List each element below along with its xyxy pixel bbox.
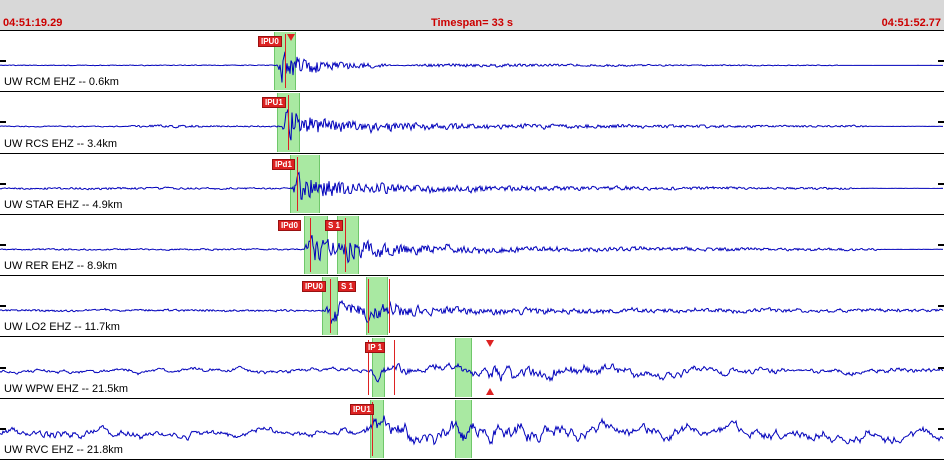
seismogram-path: [0, 415, 944, 446]
trace-area: IPU0 UW RCM EHZ -- 0.6km IPU1 UW RCS EHZ --…: [0, 30, 944, 460]
trace-row-lo2[interactable]: IPU0 S 1 UW LO2 EHZ -- 11.7km: [0, 276, 944, 338]
timespan-label: Timespan= 33 s: [430, 17, 514, 29]
pick-flag-icon[interactable]: [287, 34, 295, 41]
pick-line[interactable]: [368, 279, 369, 334]
window-start-time: 04:51:19.29: [3, 17, 63, 29]
pick-line[interactable]: [345, 217, 346, 273]
waveform-rer[interactable]: [0, 215, 944, 275]
pick-label[interactable]: IPU1: [350, 403, 374, 415]
right-axis-tick: [938, 305, 944, 308]
pick-flag-icon[interactable]: [486, 387, 494, 395]
seismogram-path: [0, 170, 944, 200]
waveform-star[interactable]: [0, 154, 944, 214]
right-axis-tick: [938, 60, 944, 63]
pick-label[interactable]: IPU0: [302, 281, 326, 293]
waveform-lo2[interactable]: [0, 276, 944, 336]
pick-label[interactable]: S 1: [325, 219, 344, 231]
pick-line[interactable]: [372, 401, 373, 456]
trace-label: UW STAR EHZ -- 4.9km: [4, 198, 123, 211]
right-axis-tick: [938, 121, 944, 124]
pick-line[interactable]: [389, 279, 390, 334]
seismogram-path: [0, 362, 944, 384]
pick-window-band: [455, 399, 472, 458]
pick-label[interactable]: IPd1: [272, 158, 295, 170]
pick-line[interactable]: [285, 34, 286, 89]
trace-row-wpw[interactable]: IP 1 UW WPW EHZ -- 21.5km: [0, 337, 944, 399]
trace-row-rcs[interactable]: IPU1 UW RCS EHZ -- 3.4km: [0, 92, 944, 154]
pick-line[interactable]: [310, 217, 311, 273]
pick-label[interactable]: IP 1: [365, 342, 386, 354]
pick-line[interactable]: [368, 340, 369, 395]
pick-line[interactable]: [297, 156, 298, 211]
pick-window-band: [366, 277, 388, 336]
pick-window-band: [290, 154, 320, 213]
seismogram-path: [0, 299, 944, 324]
right-axis-tick: [938, 366, 944, 369]
trace-label: UW RCM EHZ -- 0.6km: [4, 76, 119, 89]
pick-line[interactable]: [394, 340, 395, 395]
right-axis-tick: [938, 427, 944, 430]
header-bar: 61210381 UW 2016-09-19 04:51:28.81 46.84…: [0, 0, 944, 17]
time-bar: 04:51:19.29 Timespan= 33 s 04:51:52.77: [0, 17, 944, 30]
trace-label: UW WPW EHZ -- 21.5km: [4, 382, 129, 395]
trace-row-rcm[interactable]: IPU0 UW RCM EHZ -- 0.6km: [0, 31, 944, 93]
pick-window-band: [455, 338, 472, 397]
trace-row-rer[interactable]: IPd0 S 1 UW RER EHZ -- 8.9km: [0, 214, 944, 277]
trace-label: UW RER EHZ -- 8.9km: [4, 260, 118, 273]
pick-label[interactable]: IPd0: [278, 219, 301, 231]
left-axis-tick: [0, 366, 6, 369]
trace-row-rvc[interactable]: IPU1 UW RVC EHZ -- 21.8km: [0, 398, 944, 460]
left-axis-tick: [0, 427, 6, 430]
waveform-wpw[interactable]: [0, 337, 944, 397]
seismogram-path: [0, 51, 943, 83]
left-axis-tick: [0, 60, 6, 63]
pick-label[interactable]: IPU1: [262, 97, 286, 109]
trace-label: UW RVC EHZ -- 21.8km: [4, 443, 123, 456]
left-axis-tick: [0, 182, 6, 185]
pick-label[interactable]: S 1: [338, 281, 357, 293]
seismogram-path: [0, 109, 943, 141]
waveform-rcs[interactable]: [0, 92, 944, 152]
right-axis-tick: [938, 182, 944, 185]
left-axis-tick: [0, 305, 6, 308]
waveform-rvc[interactable]: [0, 399, 944, 459]
pick-line[interactable]: [330, 279, 331, 334]
left-axis-tick: [0, 243, 6, 246]
trace-label: UW RCS EHZ -- 3.4km: [4, 137, 118, 150]
window-end-time: 04:51:52.77: [881, 17, 941, 29]
left-axis-tick: [0, 121, 6, 124]
pick-label[interactable]: IPU0: [258, 36, 282, 47]
pick-line[interactable]: [288, 95, 289, 150]
right-axis-tick: [938, 243, 944, 246]
trace-label: UW LO2 EHZ -- 11.7km: [4, 321, 120, 334]
seismogram-path: [0, 234, 944, 264]
waveform-rcm[interactable]: [0, 31, 944, 91]
pick-flag-icon[interactable]: [486, 340, 494, 348]
trace-row-star[interactable]: IPd1 UW STAR EHZ -- 4.9km: [0, 153, 944, 215]
